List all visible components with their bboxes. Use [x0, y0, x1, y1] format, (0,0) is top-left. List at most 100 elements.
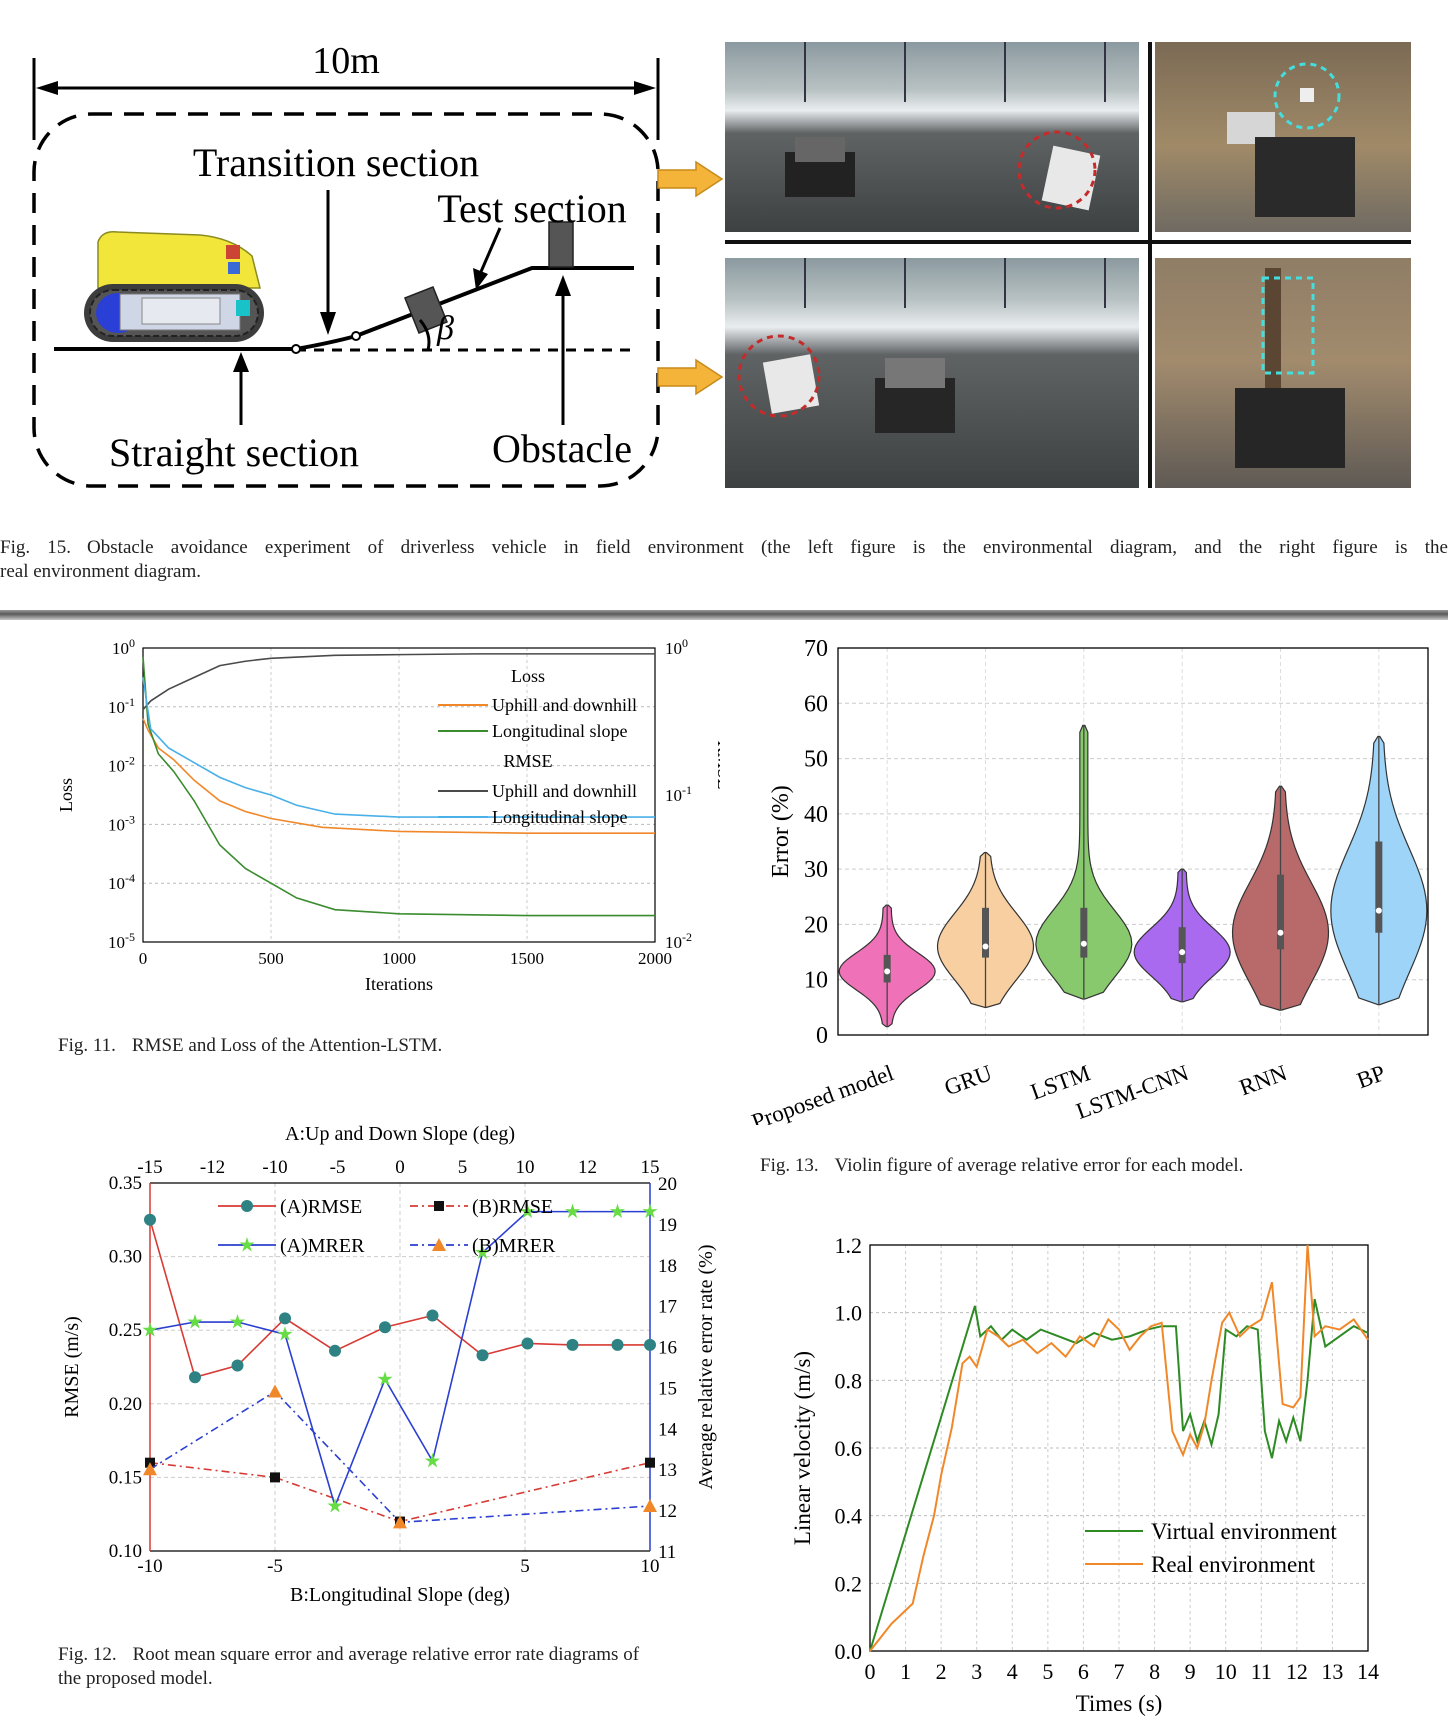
marker-circle — [644, 1338, 656, 1351]
violin-median-dot — [1179, 949, 1186, 956]
fig11-caption-text: RMSE and Loss of the Attention-LSTM. — [131, 1035, 443, 1056]
y-tick-label: 10-3 — [108, 812, 135, 834]
fig12-chart: 0.35 0.30 0.25 0.20 0.15 0.10 20 19 18 17 16 15 14 13… — [61, 1123, 717, 1606]
y-tick-label: 1.0 — [835, 1301, 863, 1326]
y2-axis-label: RMSE — [714, 740, 720, 789]
marker-circle — [189, 1371, 201, 1384]
marker-circle — [476, 1349, 489, 1362]
x-tick-label: 5 — [1042, 1659, 1053, 1684]
arrow-to-photo-bottom — [657, 358, 724, 396]
x-tick-label: 2 — [936, 1659, 947, 1684]
top-x-tick-label: -12 — [200, 1157, 225, 1178]
x-axis-label: Times (s) — [1076, 1691, 1163, 1716]
section-separator — [0, 610, 1448, 620]
violin-median-dot — [1277, 929, 1284, 936]
x-tick-label: 1500 — [510, 949, 544, 968]
transition-label: Transition section — [193, 140, 479, 185]
series-line-2 — [149, 1210, 650, 1509]
marker-triangle — [268, 1384, 282, 1398]
violin-median-dot — [1080, 940, 1087, 947]
y-tick-label: 0.2 — [835, 1571, 863, 1596]
x-tick-label: 500 — [258, 949, 284, 968]
x-tick-label: Proposed model — [750, 1060, 897, 1125]
marker-circle — [329, 1344, 341, 1357]
marker-star — [327, 1498, 343, 1513]
x-tick-label: 8 — [1149, 1659, 1160, 1684]
y-tick-label: 100 — [112, 636, 135, 658]
y-tick-label: 1.2 — [835, 1233, 863, 1258]
legend-loss-title: Loss — [511, 666, 545, 686]
legend-marker — [241, 1200, 253, 1212]
fig12-caption-line1: Root mean square error and average relat… — [132, 1644, 640, 1665]
x-tick-label: 10 — [1215, 1659, 1237, 1684]
photo-field-obstacle-top — [1155, 42, 1411, 232]
y2-tick-label: 13 — [658, 1460, 677, 1481]
x-tick-label: 12 — [1286, 1659, 1308, 1684]
y2-tick-label: 20 — [658, 1174, 677, 1195]
y2-tick-label: 100 — [665, 636, 688, 658]
top-x-tick-label: 12 — [578, 1157, 597, 1178]
obstacle-label: Obstacle — [492, 426, 632, 471]
plot-frame — [869, 1244, 1369, 1652]
y2-axis-label: Average relative error rate (%) — [695, 1244, 717, 1489]
marker-circle — [566, 1338, 579, 1351]
legend-label: Uphill and downhill — [492, 695, 637, 715]
y-tick-label: 50 — [804, 747, 828, 773]
y-tick-label: 40 — [804, 802, 828, 828]
legend-label: (B)MRER — [472, 1235, 556, 1257]
marker-triangle — [143, 1462, 157, 1476]
legend-label: (B)RMSE — [472, 1196, 553, 1218]
photo-field-tree-obstacle — [1155, 258, 1411, 488]
marker-circle — [426, 1309, 439, 1322]
marker-circle — [144, 1213, 156, 1226]
violin-iqr-box — [1277, 874, 1284, 950]
y-tick-label: 0 — [816, 1023, 828, 1049]
y-tick-label: 10 — [804, 968, 828, 994]
fig13-caption-label: Fig. 13. — [760, 1155, 819, 1176]
marker-circle — [521, 1337, 534, 1350]
violin-median-dot — [884, 968, 891, 975]
y2-tick-label: 14 — [658, 1419, 678, 1440]
arrow-to-photo-top — [657, 160, 724, 198]
y-tick-label: 0.8 — [835, 1368, 863, 1393]
y-tick-label: 0.15 — [109, 1467, 142, 1488]
x-tick-label: LSTM-CNN — [1073, 1060, 1192, 1124]
y2-tick-label: 11 — [658, 1542, 676, 1563]
marker-triangle — [643, 1499, 657, 1513]
y2-tick-label: 16 — [658, 1338, 677, 1359]
top-x-tick-label: -10 — [262, 1157, 287, 1178]
x-tick-label: 10 — [641, 1556, 660, 1577]
y-tick-label: 0.6 — [835, 1436, 863, 1461]
top-x-tick-label: -5 — [330, 1157, 346, 1178]
y2-tick-label: 15 — [658, 1378, 677, 1399]
legend-label: Longitudinal slope — [492, 807, 627, 827]
vehicle-icon — [84, 230, 264, 342]
violin-iqr-box — [982, 907, 989, 958]
legend-label: Uphill and downhill — [492, 781, 637, 801]
x-tick-label: 7 — [1114, 1659, 1125, 1684]
fig13-caption-text: Violin figure of average relative error … — [834, 1155, 1244, 1176]
fig12-caption: Fig. 12. Root mean square error and avera… — [58, 1643, 639, 1691]
photo-road-obstacle-left — [725, 258, 1139, 488]
marker-star — [474, 1244, 491, 1259]
legend-label: Real environment — [1151, 1552, 1316, 1577]
straight-section-label: Straight section — [109, 430, 359, 475]
marker-star — [377, 1371, 393, 1386]
marker-star — [564, 1203, 581, 1219]
marker-star — [424, 1453, 441, 1468]
top-x-tick-label: 15 — [641, 1157, 660, 1178]
y-tick-label: 30 — [804, 857, 828, 883]
legend-label: Virtual environment — [1151, 1519, 1337, 1544]
x-tick-label: RNN — [1236, 1060, 1291, 1100]
fig12-caption-label: Fig. 12. — [58, 1644, 117, 1665]
legend-rmse-title: RMSE — [503, 751, 552, 771]
fig13-caption: Fig. 13. Violin figure of average relativ… — [760, 1154, 1243, 1178]
marker-circle — [279, 1312, 291, 1325]
x-tick-label: 4 — [1007, 1659, 1018, 1684]
series-line-rmse-3 — [142, 677, 655, 818]
y-axis-label: Error (%) — [768, 785, 794, 878]
marker-star — [609, 1203, 626, 1219]
marker-circle — [611, 1338, 624, 1351]
y-tick-label: 0.35 — [109, 1173, 142, 1194]
